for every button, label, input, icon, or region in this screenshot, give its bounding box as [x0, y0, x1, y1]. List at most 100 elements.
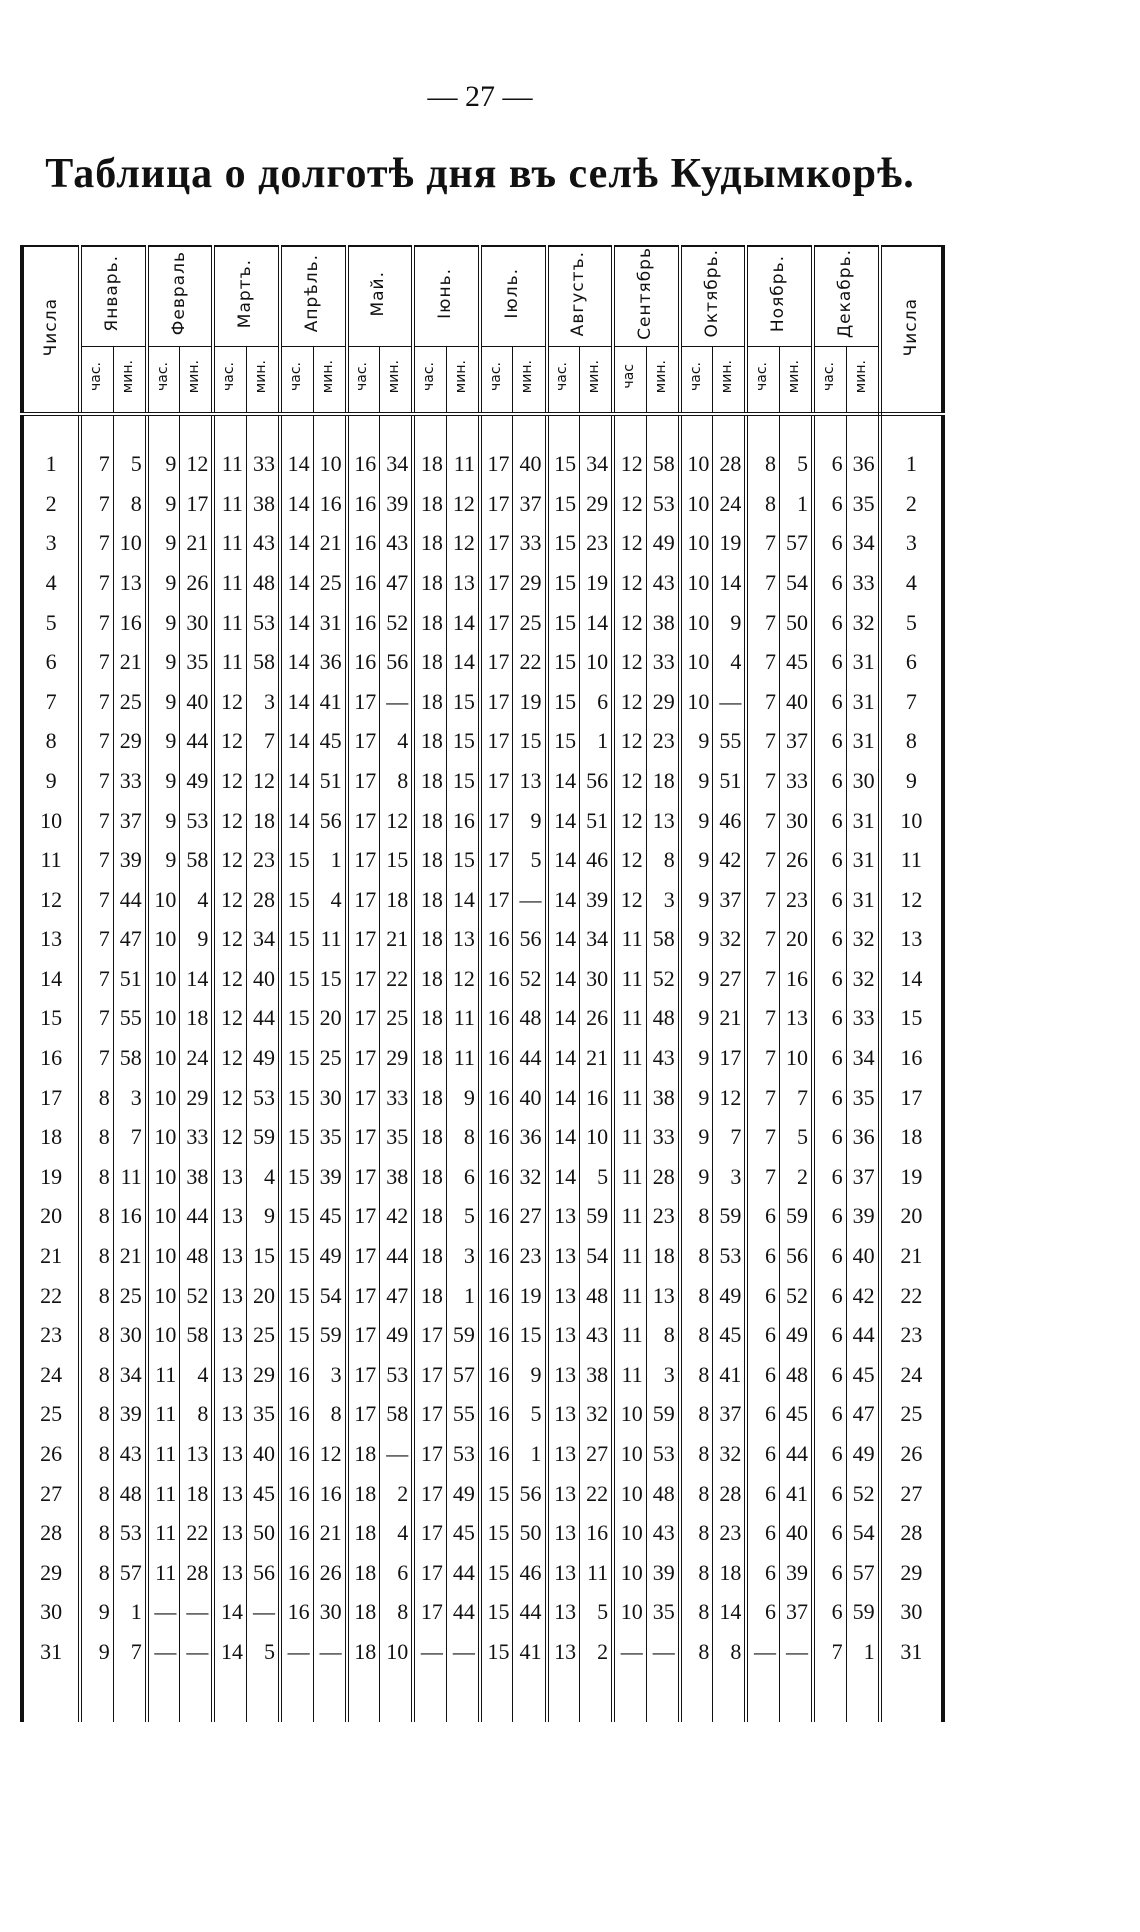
minutes: 31	[312, 602, 347, 643]
month-header: Августъ.	[544, 246, 614, 347]
minutes: 56	[379, 642, 414, 682]
hours: 17	[344, 1236, 380, 1276]
minutes: 56	[512, 919, 547, 960]
minutes: 3	[112, 1077, 147, 1118]
minutes: 11	[445, 1038, 480, 1078]
day-number: 18	[40, 1124, 63, 1150]
hours: 9	[144, 523, 180, 564]
hours: 9	[144, 800, 180, 841]
hours: 15	[477, 1513, 513, 1553]
hours: 12	[611, 602, 647, 643]
day-number: 13	[877, 919, 943, 960]
minutes: 9	[512, 800, 547, 841]
minutes-header: мин.	[778, 346, 813, 417]
hours: 18	[411, 1157, 447, 1197]
spacer	[445, 414, 480, 445]
minutes: 13	[445, 919, 480, 960]
minutes: 15	[445, 681, 480, 722]
hours: 15	[277, 1315, 314, 1356]
minutes: 33	[112, 761, 147, 801]
hours: 17	[344, 1394, 380, 1435]
vertical-text: Мартъ.	[235, 258, 256, 329]
day-number: 11	[40, 847, 62, 873]
minutes: 53	[445, 1434, 480, 1474]
minutes: 44	[112, 879, 147, 920]
hours: 17	[477, 721, 513, 762]
data-row: 19 8 11 10 38 13 4 15 39 17 38 18 6 16 32 14 5 11 28 9 3 7 2 6 3…	[22, 1157, 943, 1197]
minutes: 31	[845, 721, 880, 762]
minutes: 18	[179, 1473, 214, 1514]
minutes: 30	[845, 761, 880, 801]
hours: 12	[211, 1077, 247, 1118]
minutes: 54	[845, 1513, 880, 1553]
vertical-text: час.	[820, 362, 837, 392]
hours: 16	[344, 523, 380, 564]
minutes: 25	[512, 602, 547, 643]
spacer	[877, 414, 943, 445]
minutes: 45	[845, 1355, 880, 1395]
hours: 7	[78, 998, 114, 1039]
minutes: 1	[312, 840, 347, 880]
day-number: 6	[45, 649, 57, 675]
hours: 15	[277, 1157, 314, 1197]
minutes: 3	[245, 681, 280, 722]
minutes: 45	[312, 721, 347, 762]
hours: 6	[810, 840, 847, 880]
hours: 12	[211, 681, 247, 722]
hours: 17	[411, 1553, 447, 1593]
minutes: 53	[645, 483, 680, 524]
hours: 12	[211, 840, 247, 880]
hours: 8	[78, 1434, 114, 1474]
hours-header: час.	[544, 346, 580, 417]
minutes: 19	[512, 1275, 547, 1316]
hours: 8	[677, 1434, 713, 1474]
hours: 9	[677, 1038, 713, 1078]
day-number: 8	[45, 728, 57, 754]
hours: 18	[411, 800, 447, 841]
hours: 16	[477, 1275, 513, 1316]
minutes: 8	[379, 761, 414, 801]
minutes: 17	[179, 483, 214, 524]
spacer	[677, 414, 713, 445]
hours: 6	[744, 1315, 780, 1356]
minutes: 37	[712, 879, 747, 920]
minutes: 3	[645, 1355, 680, 1395]
minutes: 9	[712, 602, 747, 643]
minutes: 5	[778, 1117, 813, 1158]
hours: 18	[411, 919, 447, 960]
minutes: 59	[445, 1315, 480, 1356]
month-header: Iюль.	[477, 246, 547, 347]
hours: 9	[677, 998, 713, 1039]
hours: 15	[544, 523, 580, 564]
minutes: 13	[179, 1434, 214, 1474]
day-number: 24	[877, 1355, 943, 1395]
minutes: 6	[445, 1157, 480, 1197]
minutes: 57	[445, 1355, 480, 1395]
day-number: 15	[877, 998, 943, 1039]
vertical-text: Февраль	[168, 251, 189, 336]
minutes: 6	[579, 681, 614, 722]
hours: 9	[677, 761, 713, 801]
hours: 13	[211, 1196, 247, 1237]
minutes: 15	[245, 1236, 280, 1276]
minutes: 33	[845, 563, 880, 603]
hours: 12	[211, 919, 247, 960]
minutes: 32	[512, 1157, 547, 1197]
hours: 16	[477, 1038, 513, 1078]
spacer	[445, 1671, 480, 1722]
minutes: 36	[845, 444, 880, 484]
day-number: 25	[877, 1394, 943, 1435]
hours: 18	[411, 998, 447, 1039]
hours: 17	[477, 879, 513, 920]
hours-header: час.	[744, 346, 780, 417]
vertical-text: Числа	[41, 297, 62, 356]
spacer	[877, 1671, 943, 1722]
hours: 17	[477, 642, 513, 682]
vertical-text: час.	[354, 362, 371, 392]
hours: 13	[544, 1355, 580, 1395]
hours: 7	[78, 761, 114, 801]
day-number: 17	[877, 1077, 943, 1118]
spacer	[611, 414, 647, 445]
day-number: 30	[40, 1599, 63, 1625]
hours: 7	[810, 1632, 847, 1672]
